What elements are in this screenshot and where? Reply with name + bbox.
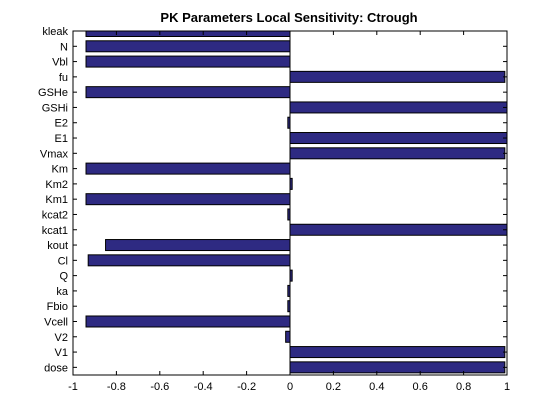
y-tick-label: V2 — [55, 332, 68, 344]
bar-Vmax — [289, 147, 506, 160]
bars-layer — [85, 30, 508, 374]
y-tick-label: Km2 — [45, 179, 68, 191]
y-tick-label: kcat1 — [42, 225, 68, 237]
x-tick-label: 1 — [504, 381, 510, 393]
y-tick-label: Vcell — [44, 316, 68, 328]
chart-title: PK Parameters Local Sensitivity: Ctrough — [160, 10, 417, 25]
y-tick-label: Km1 — [45, 194, 68, 206]
y-tick-label: Fbio — [47, 301, 68, 313]
y-tick-label: kout — [47, 240, 68, 252]
x-tick-label: -0.6 — [150, 381, 169, 393]
y-tick-label: GSHe — [38, 87, 68, 99]
bar-Km1 — [85, 193, 291, 206]
x-tick-label: 0.2 — [326, 381, 341, 393]
y-tick-label: Vmax — [40, 148, 69, 160]
x-tick-label: -0.2 — [237, 381, 256, 393]
y-tick-label: V1 — [55, 347, 68, 359]
bar-Cl — [87, 254, 291, 267]
x-axis: -1 -0.8 -0.6 -0.4 -0.2 0 0.2 0.4 0.6 0.8 1 — [68, 31, 510, 393]
x-tick-label: 0 — [287, 381, 293, 393]
bar-V2 — [285, 330, 291, 343]
bar-Vcell — [85, 315, 291, 328]
bar-fu — [289, 70, 506, 83]
y-tick-label: N — [60, 41, 68, 53]
y-tick-label: Vbl — [52, 57, 68, 69]
bar-V1 — [289, 346, 506, 359]
y-tick-label: E2 — [55, 118, 68, 130]
bar-GSHe — [85, 86, 291, 99]
y-tick-label: fu — [59, 72, 68, 84]
y-tick-label: GSHi — [42, 102, 68, 114]
x-tick-label: 0.8 — [456, 381, 471, 393]
y-axis: kleak N Vbl fu GSHe GSHi E2 E1 Vmax Km Km2 Km1 kcat2… — [38, 26, 507, 374]
bar-dose — [289, 361, 506, 374]
y-tick-label: Q — [59, 271, 68, 283]
y-tick-label: E1 — [55, 133, 68, 145]
bar-Km — [85, 162, 291, 175]
bar-Vbl — [85, 55, 291, 68]
y-tick-label: Cl — [58, 255, 68, 267]
x-tick-label: 0.6 — [413, 381, 428, 393]
y-tick-label: kcat2 — [42, 209, 68, 221]
bar-kout — [105, 239, 291, 252]
bar-GSHi — [289, 101, 508, 114]
x-tick-label: -1 — [68, 381, 78, 393]
y-tick-label: kleak — [42, 26, 68, 38]
bar-E1 — [289, 132, 508, 145]
x-tick-label: -0.8 — [107, 381, 126, 393]
bar-N — [85, 40, 291, 53]
x-tick-label: 0.4 — [369, 381, 384, 393]
y-tick-label: ka — [56, 286, 69, 298]
bar-kcat1 — [289, 223, 508, 236]
y-tick-label: Km — [52, 164, 69, 176]
y-tick-label: dose — [44, 362, 68, 374]
x-tick-label: -0.4 — [194, 381, 213, 393]
